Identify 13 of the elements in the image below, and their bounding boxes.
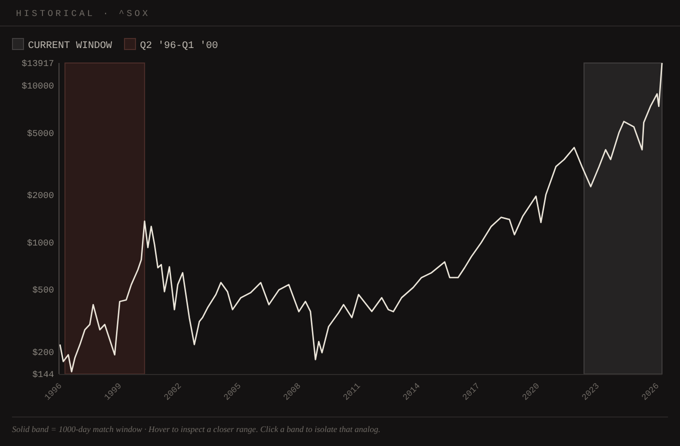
y-tick-label: $2000 [26,191,54,202]
y-tick-label: $13917 [22,59,54,70]
y-tick-label: $10000 [22,82,54,92]
legend-label: CURRENT WINDOW [28,41,112,52]
y-tick-label: $500 [32,285,54,296]
line-series [59,62,663,372]
legend-label: Q2 '96-Q1 '00 [140,40,218,52]
y-tick-label: $1000 [26,238,54,248]
text: Solid band = 1000-day match window · Hover to inspect a closer range. Click a band to isolate that analog. [12,424,380,434]
y-tick-label: $5000 [26,128,54,139]
y-tick-label: $200 [32,348,54,358]
chart-title: HISTORICAL · ^SOX [16,9,150,19]
y-tick-label: $144 [32,370,54,380]
